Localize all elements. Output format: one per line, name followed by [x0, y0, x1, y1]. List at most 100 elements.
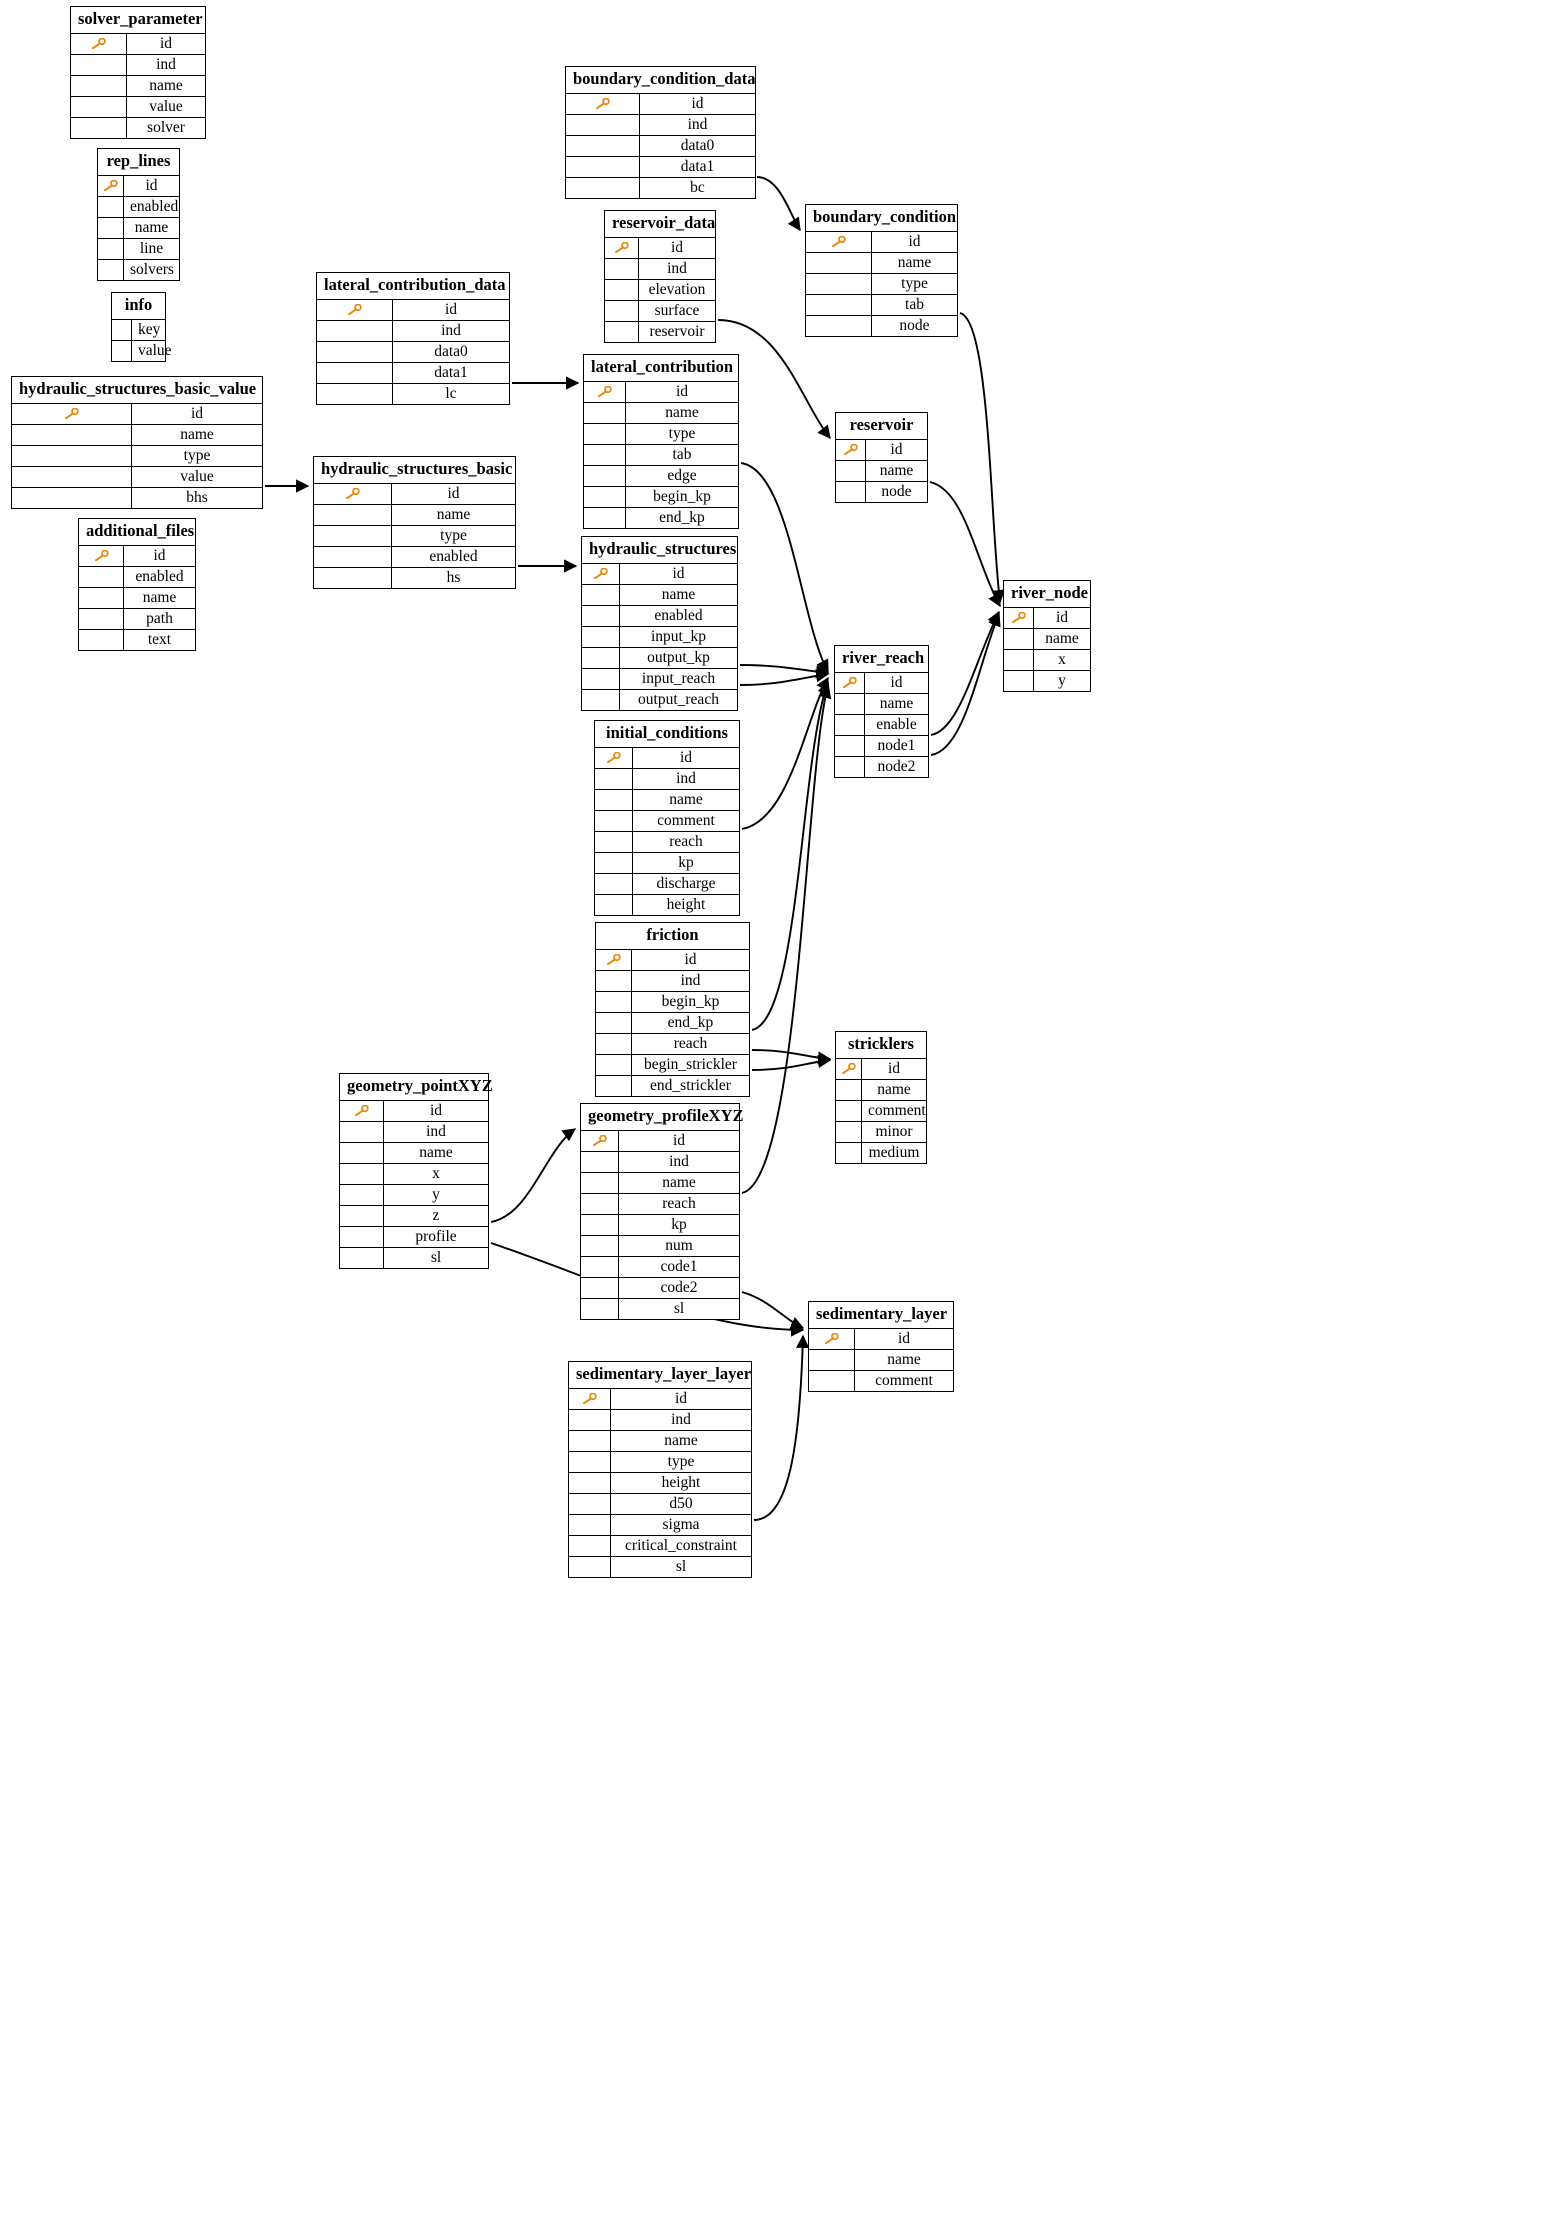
field-name: input_reach [641, 669, 716, 687]
field-key-cell [98, 259, 124, 280]
field-key-cell [1004, 670, 1034, 691]
entity-field-row: kp [595, 852, 739, 874]
field-key-cell [569, 1430, 611, 1451]
field-name: data1 [434, 363, 468, 381]
entity-table: rep_lines id enabled name line solvers [97, 148, 180, 281]
entity-field-row: begin_kp [596, 991, 749, 1013]
entity-field-row: line [98, 238, 179, 260]
entity-field-row: ind [340, 1121, 488, 1143]
entity-field-row: medium [836, 1142, 926, 1163]
field-name: key [138, 320, 161, 338]
entity-field-row: ind [569, 1409, 751, 1431]
field-name: reservoir [649, 322, 705, 340]
field-key-cell [569, 1409, 611, 1430]
field-key-cell [317, 383, 393, 404]
field-key-cell [314, 525, 392, 546]
entity-field-row: kp [581, 1214, 739, 1236]
field-key-cell [569, 1535, 611, 1556]
field-name: id [429, 1101, 443, 1119]
field-name: sigma [662, 1515, 700, 1533]
field-key-cell [340, 1163, 384, 1184]
field-key-cell [566, 114, 640, 135]
field-key-cell [584, 402, 626, 423]
entity-table: lateral_contribution id name type tab edge beg… [583, 354, 739, 529]
field-key-cell [12, 445, 132, 466]
field-name: solvers [130, 260, 174, 278]
field-key-cell [595, 810, 633, 831]
field-name: code2 [660, 1278, 698, 1296]
field-name: name [142, 588, 177, 606]
field-name: id [691, 94, 704, 112]
field-name: height [661, 1473, 701, 1491]
field-key-cell [806, 273, 872, 294]
entity-field-row: sl [581, 1298, 739, 1319]
entity-field-row: type [12, 445, 262, 467]
field-key-cell [581, 1256, 619, 1277]
field-name: bhs [186, 488, 208, 506]
entity-field-row: height [569, 1472, 751, 1494]
field-key-cell [340, 1121, 384, 1142]
field-name: name [419, 1143, 453, 1161]
entity-field-row: input_kp [582, 626, 737, 648]
field-key-cell [71, 96, 127, 117]
primary-key-icon [582, 563, 620, 584]
entity-title: hydraulic_structures [582, 537, 737, 564]
entity-field-row: ind [317, 320, 509, 342]
entity-field-row: id [835, 672, 928, 694]
field-name: sl [675, 1557, 687, 1575]
entity-table: reservoir id name node [835, 412, 928, 503]
field-name: ind [680, 971, 701, 989]
primary-key-icon [836, 439, 866, 460]
edge-hs-inputreach [739, 664, 830, 679]
field-name: reach [669, 832, 703, 850]
field-name: name [1045, 629, 1079, 647]
entity-table: hydraulic_structures_basic_value id name ty… [11, 376, 263, 509]
field-key-cell [314, 504, 392, 525]
entity-field-row: name [584, 402, 738, 424]
entity-field-row: id [98, 175, 179, 197]
entity-title: river_node [1004, 581, 1090, 608]
field-key-cell [71, 117, 127, 138]
entity-title: lateral_contribution [584, 355, 738, 382]
field-key-cell [809, 1349, 855, 1370]
entity-field-row: id [79, 545, 195, 567]
field-key-cell [835, 693, 865, 714]
entity-field-row: name [71, 75, 205, 97]
field-name: lc [445, 384, 457, 402]
entity-field-row: name [12, 424, 262, 446]
field-name: ind [676, 769, 696, 787]
field-name: data1 [680, 157, 715, 175]
entity-field-row: data0 [566, 135, 755, 157]
entity-field-row: value [112, 340, 172, 361]
field-name: name [897, 253, 932, 271]
field-name: end_kp [667, 1013, 714, 1031]
field-key-cell [98, 217, 124, 238]
entity-field-row: id [314, 483, 515, 505]
field-key-cell [584, 444, 626, 465]
field-key-cell [596, 1033, 632, 1054]
entity-field-row: d50 [569, 1493, 751, 1515]
field-key-cell [581, 1193, 619, 1214]
field-name: name [665, 403, 699, 421]
entity-field-row: data0 [317, 341, 509, 363]
field-name: y [432, 1185, 440, 1203]
entity-field-row: ind [566, 114, 755, 136]
field-name: data0 [434, 342, 468, 360]
entity-field-row: tab [584, 444, 738, 466]
entity-title: geometry_pointXYZ [340, 1074, 493, 1101]
field-key-cell [566, 156, 640, 177]
field-key-cell [569, 1493, 611, 1514]
field-name: bc [690, 178, 705, 196]
entity-field-row: code2 [581, 1277, 739, 1299]
field-name: type [668, 424, 696, 442]
entity-table: river_reach id name enable node1 node2 [834, 645, 929, 778]
field-name: name [662, 1173, 696, 1191]
primary-key-icon [79, 545, 124, 566]
primary-key-icon [809, 1328, 855, 1349]
entity-title: friction [596, 923, 749, 950]
field-name: solver [147, 118, 185, 136]
entity-field-row: name [98, 217, 179, 239]
field-name: critical_constraint [625, 1536, 737, 1554]
field-name: discharge [656, 874, 716, 892]
